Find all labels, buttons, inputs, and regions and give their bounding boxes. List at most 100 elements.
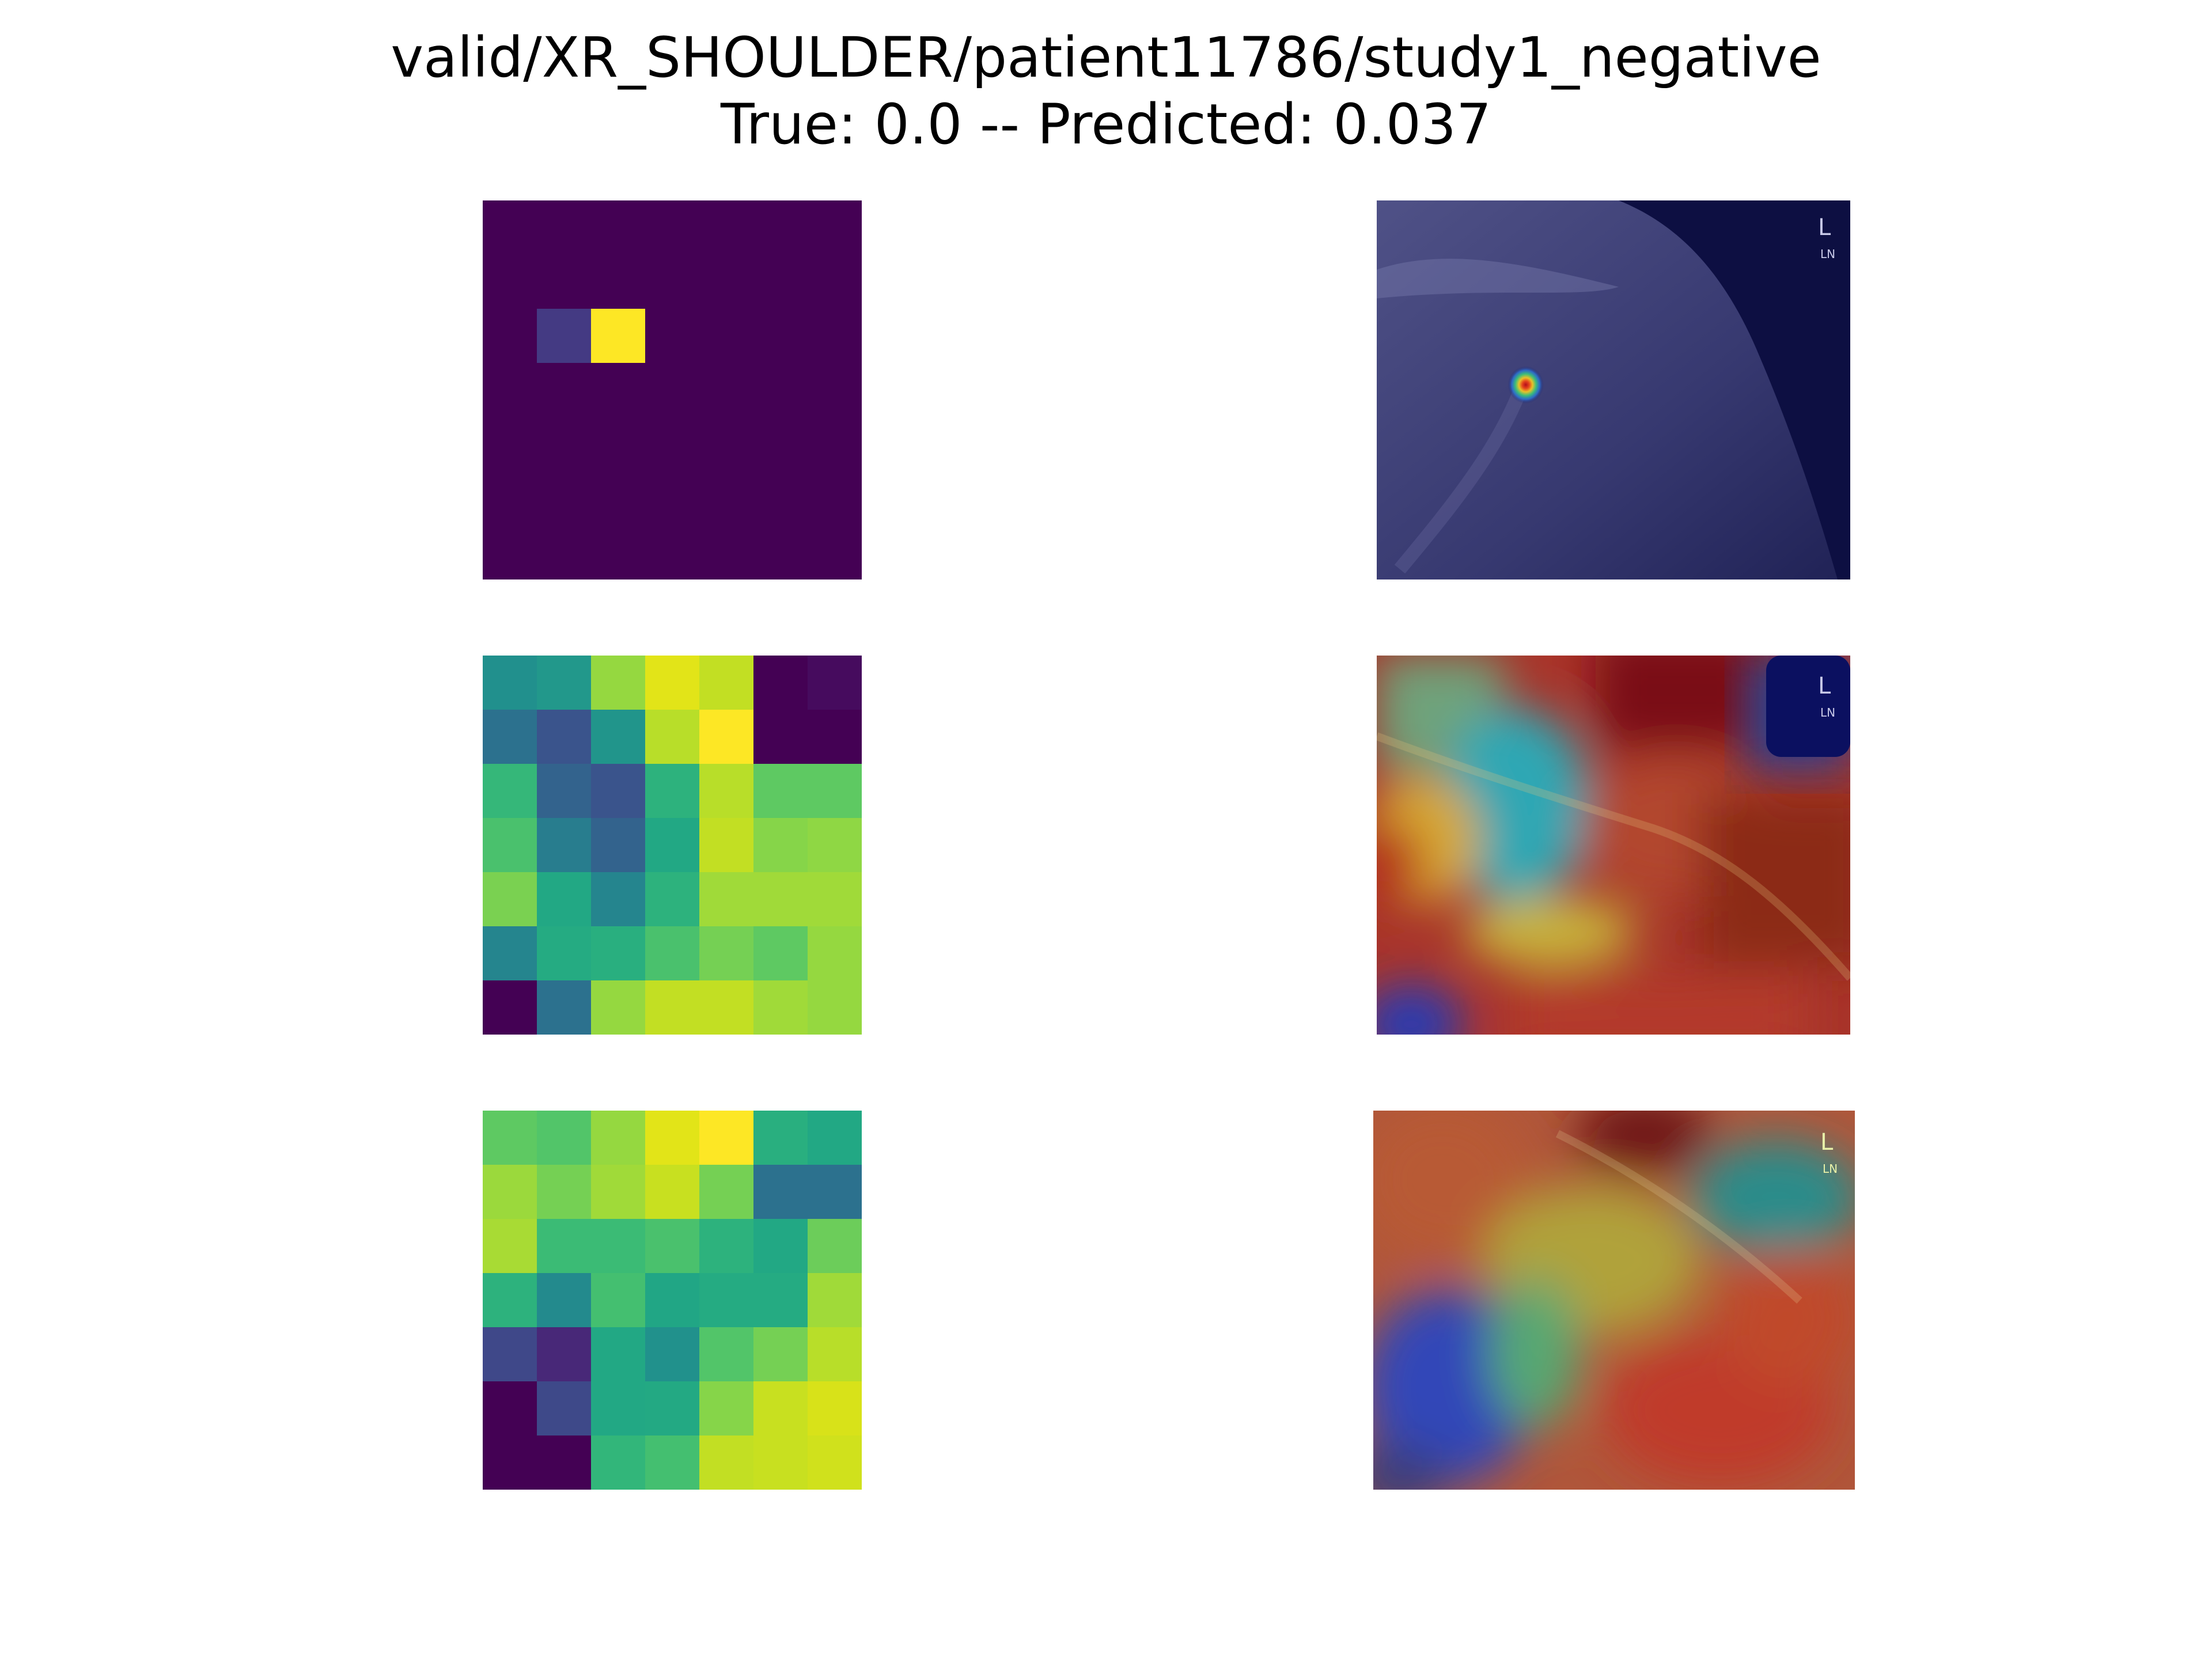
heatmap-cell [591,1327,645,1381]
heatmap-cell [699,200,753,255]
heatmap-cell [483,1165,537,1219]
heatmap-cell [699,818,753,872]
heatmap-cell [537,1111,591,1165]
heatmap-cell [753,656,808,710]
heatmap-cell [753,926,808,980]
heatmap-cell [591,1111,645,1165]
heatmap-cell [645,1435,699,1490]
heatmap-cell [808,525,862,579]
heatmap-cell [537,309,591,363]
heatmap-cell [483,363,537,417]
heatmap-cell [483,525,537,579]
heatmap-cell [591,980,645,1035]
heatmap-cell [645,417,699,471]
heatmap-cell [753,710,808,764]
heatmap-cell [645,764,699,818]
xray-image-3: L LN [1373,1111,1855,1490]
heatmap-cell [537,980,591,1035]
heatmap-cell [808,1219,862,1273]
heatmap-cell [808,764,862,818]
heatmap-cell [645,656,699,710]
heatmap-cell [753,525,808,579]
heatmap-cell [645,1273,699,1327]
heatmap-cell [808,818,862,872]
heatmap-cell [537,1435,591,1490]
xray-image-2: L LN [1377,656,1850,1035]
heatmap-cell [591,926,645,980]
heatmap-cell [645,872,699,926]
heatmap-cell [645,818,699,872]
heatmap-cell [699,1381,753,1435]
heatmap-cell [699,471,753,525]
heatmap-cell [808,309,862,363]
gradcam-overlay-1: L LN [1377,200,1850,579]
heatmap-cell [537,1273,591,1327]
heatmap-cell [753,1219,808,1273]
heatmap-cell [808,1111,862,1165]
heatmap-cell [753,872,808,926]
heatmap-cell [753,764,808,818]
heatmap-cell [699,980,753,1035]
heatmap-cell [808,1273,862,1327]
xray-image-1: L LN [1377,200,1850,579]
heatmap-cell [753,1165,808,1219]
heatmap-cell [753,417,808,471]
heatmap-cell [537,471,591,525]
heatmap-cell [591,1381,645,1435]
heatmap-cell [537,1327,591,1381]
heatmap-cell [483,1435,537,1490]
laterality-marker-sub: LN [1820,247,1835,261]
heatmap-cell [537,255,591,309]
heatmap-cell [483,1273,537,1327]
heatmap-cell [591,764,645,818]
heatmap-cell [537,872,591,926]
heatmap-cell [808,417,862,471]
heatmap-cell [591,1219,645,1273]
activation-map-3 [483,1111,862,1490]
heatmap-cell [537,363,591,417]
heatmap-cell [753,309,808,363]
heatmap-cell [808,980,862,1035]
heatmap-cell [699,363,753,417]
heatmap-cell [699,1273,753,1327]
heatmap-cell [483,309,537,363]
heatmap-cell [699,309,753,363]
laterality-marker: L [1820,1129,1834,1156]
heatmap-cell [808,872,862,926]
heatmap-cell [591,363,645,417]
heatmap-cell [645,525,699,579]
heatmap-cell [483,471,537,525]
gradcam-overlay-2: L LN [1377,656,1850,1035]
heatmap-cell [753,1273,808,1327]
heatmap-cell [483,710,537,764]
heatmap-cell [537,818,591,872]
heatmap-cell [808,926,862,980]
heatmap-cell [808,200,862,255]
heatmap-cell [753,471,808,525]
heatmap-cell [645,1381,699,1435]
heatmap-cell [808,1435,862,1490]
heatmap-cell [645,471,699,525]
heatmap-cell [537,710,591,764]
heatmap-cell [537,1219,591,1273]
heatmap-cell [699,1219,753,1273]
heatmap-cell [483,200,537,255]
heatmap-cell [753,1435,808,1490]
heatmap-cell [591,1435,645,1490]
heatmap-cell [591,1273,645,1327]
activation-map-1 [483,200,862,579]
heatmap-cell [591,872,645,926]
heatmap-cell [537,1165,591,1219]
heatmap-cell [483,417,537,471]
heatmap-cell [537,525,591,579]
heatmap-cell [483,1111,537,1165]
heatmap-cell [699,1165,753,1219]
heatmap-cell [483,1219,537,1273]
heatmap-cell [591,525,645,579]
heatmap-cell [699,1327,753,1381]
heatmap-cell [591,1165,645,1219]
heatmap-cell [699,872,753,926]
heatmap-cell [483,656,537,710]
heatmap-cell [537,656,591,710]
